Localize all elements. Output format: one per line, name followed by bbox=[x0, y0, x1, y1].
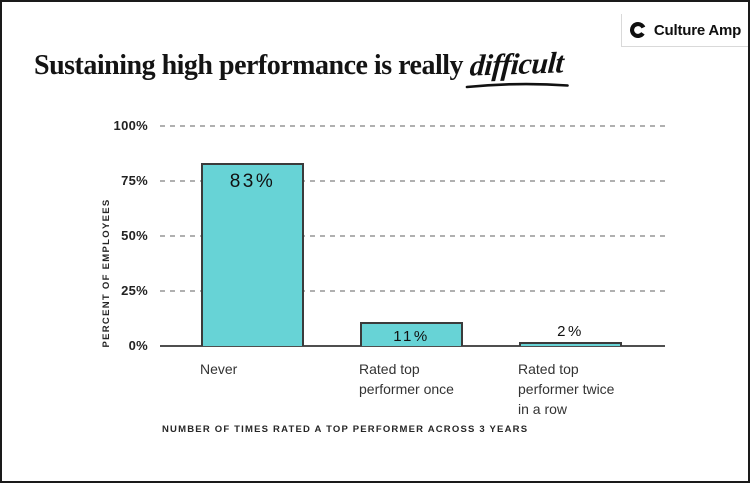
culture-amp-icon bbox=[629, 21, 646, 39]
y-tick-label: 75% bbox=[121, 173, 148, 188]
gridline bbox=[160, 125, 665, 127]
brand-name: Culture Amp bbox=[653, 21, 742, 39]
gridline bbox=[160, 180, 665, 182]
page-title: Sustaining high performance is really dif… bbox=[34, 46, 634, 89]
x-axis-label: NUMBER OF TIMES RATED A TOP PERFORMER AC… bbox=[162, 424, 529, 435]
x-axis-line bbox=[160, 345, 665, 347]
bar bbox=[519, 341, 622, 346]
y-tick-label: 50% bbox=[121, 228, 148, 243]
culture-amp-logo: Culture Amp bbox=[621, 14, 748, 47]
y-axis-label: PERCENT OF EMPLOYEES bbox=[101, 198, 112, 348]
bar-value-label: 2% bbox=[557, 322, 584, 340]
x-category-line: performer twice bbox=[518, 381, 615, 397]
title-emphasis: difficult bbox=[465, 46, 569, 89]
bar bbox=[360, 321, 463, 346]
x-category-line: Never bbox=[200, 361, 238, 377]
x-category-line: performer once bbox=[359, 381, 454, 397]
y-tick-label: 0% bbox=[128, 338, 148, 353]
gridline bbox=[160, 235, 665, 237]
x-category-line: Rated top bbox=[359, 361, 420, 377]
y-tick-label: 25% bbox=[121, 283, 148, 298]
x-category-line: in a row bbox=[518, 401, 568, 417]
x-category-label: Rated top performer once bbox=[359, 359, 454, 399]
bar bbox=[201, 163, 304, 346]
title-emphasis-text: difficult bbox=[468, 46, 565, 83]
bar-value-label: 83% bbox=[229, 171, 276, 193]
x-category-line: Rated top bbox=[518, 361, 579, 377]
y-tick-label: 100% bbox=[113, 118, 148, 133]
gridline bbox=[160, 290, 665, 292]
x-category-label: Never bbox=[200, 359, 237, 379]
bar-value-label: 11% bbox=[393, 327, 430, 345]
title-text: Sustaining high performance is really bbox=[34, 49, 464, 81]
underline-stroke bbox=[465, 82, 569, 89]
x-category-label: Rated top performer twice in a row bbox=[518, 359, 614, 419]
